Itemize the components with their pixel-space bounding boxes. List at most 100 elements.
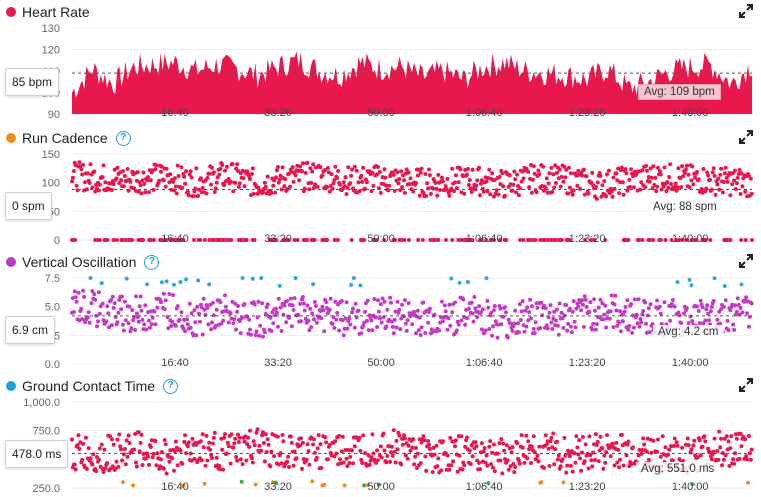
heart-rate-current-value: 85 bpm [5,68,60,96]
data-point [371,183,376,188]
data-point [83,435,88,440]
data-point [396,181,401,186]
help-icon[interactable]: ? [115,130,131,146]
data-point [236,185,241,189]
help-icon[interactable]: ? [144,254,160,270]
data-point [676,166,681,171]
data-point [390,453,395,458]
data-point [124,276,129,281]
data-point [312,317,316,322]
zero-cadence-point [406,238,411,242]
data-point [560,457,565,462]
ground-contact-time-chart[interactable]: 250.0500.0750.01,000.016:4033:2050:001:0… [0,396,761,496]
data-point [692,438,697,443]
data-point [223,168,227,173]
data-point [696,177,701,182]
data-point [346,448,351,452]
data-point [384,324,389,329]
data-point [668,318,673,323]
data-point [174,191,179,196]
data-point [119,307,124,312]
data-point [320,173,325,178]
data-point [498,182,503,187]
data-point [289,324,294,329]
data-point [318,165,323,170]
data-point [646,457,651,462]
vertical-oscillation-chart[interactable]: 0.02.55.07.516:4033:2050:001:06:401:23:2… [0,272,761,372]
data-point [529,304,534,309]
data-point [584,174,589,179]
expand-icon[interactable] [739,4,753,18]
heart-rate-chart[interactable]: 9010011012013016:4033:2050:001:06:401:23… [0,22,761,122]
data-point [702,434,707,439]
run-cadence-current-value: 0 spm [5,192,52,220]
expand-icon[interactable] [739,378,753,392]
data-point [539,300,544,305]
zero-cadence-point [202,238,207,242]
data-point [208,447,213,452]
data-point [232,317,237,322]
data-point [596,459,601,464]
data-point [711,298,716,303]
data-point [639,451,644,456]
data-point [287,465,291,469]
data-point [647,179,652,184]
data-point [457,280,462,285]
zero-cadence-point [488,238,493,242]
data-point [237,319,242,324]
data-point [415,173,420,178]
data-point [268,464,273,469]
data-point [623,305,628,309]
data-point [499,437,504,442]
data-point [434,186,439,191]
expand-icon[interactable] [739,254,753,268]
data-point [639,180,644,185]
data-point [109,323,114,328]
data-point [398,327,403,332]
data-point [487,444,492,449]
data-point [555,307,559,312]
data-point [74,299,79,304]
data-point [288,434,293,439]
data-point [265,302,270,307]
data-point [408,448,413,453]
data-point [547,171,552,176]
data-point [602,312,607,317]
data-point [469,190,474,194]
data-point [626,439,631,444]
data-point [576,304,581,309]
data-point [131,483,136,488]
y-tick-label: 0.0 [45,359,60,371]
data-point [187,301,192,306]
data-point [325,457,330,462]
data-point [310,479,315,484]
data-point [738,192,743,196]
data-point [406,170,411,175]
data-point [228,461,233,466]
zero-cadence-point [640,238,645,242]
data-point [442,303,447,308]
data-point [519,179,524,184]
zero-cadence-point [750,238,754,242]
data-point [529,316,533,321]
data-point [162,438,167,442]
data-point [427,173,432,178]
data-point [530,177,535,182]
data-point [198,176,203,181]
help-icon[interactable]: ? [163,378,179,394]
data-point [706,446,711,451]
expand-icon[interactable] [739,130,753,144]
data-point [728,446,733,451]
data-point [492,304,497,308]
data-point [589,458,594,463]
data-point [732,327,737,332]
data-point [561,326,566,330]
data-point [641,436,646,441]
data-point [720,463,724,468]
data-point [190,436,195,441]
data-point [632,297,637,302]
data-point [202,481,207,486]
data-point [498,458,503,463]
data-point [217,463,222,468]
